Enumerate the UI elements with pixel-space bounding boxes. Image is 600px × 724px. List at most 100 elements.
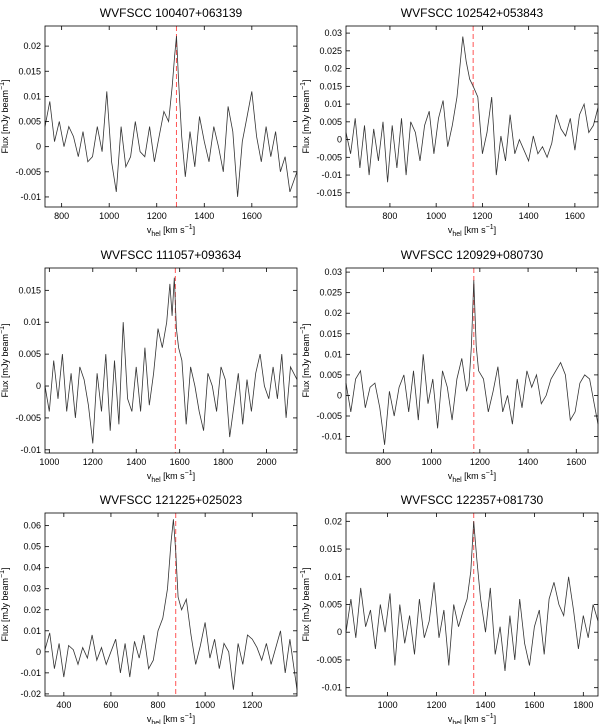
plot-frame [44, 25, 298, 208]
x-tick-label: 800 [376, 457, 391, 467]
plot-frame [345, 25, 599, 208]
y-tick-label: 0 [36, 647, 41, 657]
x-tick-label: 400 [56, 700, 71, 710]
x-axis-label: vhel [km s−1] [448, 470, 496, 484]
x-tick-label: 1400 [518, 457, 538, 467]
x-tick-label: 1600 [242, 211, 262, 221]
x-tick-label: 1000 [99, 211, 119, 221]
y-tick-label: -0.015 [316, 188, 342, 198]
y-tick-label: -0.02 [20, 689, 41, 699]
y-axis-label: Flux [mJy beam−1] [300, 323, 311, 397]
y-tick-label: -0.01 [20, 192, 41, 202]
y-axis-label: Flux [mJy beam−1] [300, 567, 311, 641]
panel-title: WVFSCC 121225+025023 [100, 493, 243, 507]
y-tick-label: 0.01 [324, 349, 342, 359]
y-tick-label: 0 [337, 627, 342, 637]
y-tick-label: 0.02 [23, 41, 41, 51]
x-tick-label: 800 [382, 211, 397, 221]
panel-102542: WVFSCC 102542+053843 800 1000 1200 1400 1600 -… [300, 6, 599, 238]
y-tick-label: -0.01 [20, 668, 41, 678]
y-tick-label: 0.02 [324, 64, 342, 74]
x-tick-label: 1600 [565, 211, 585, 221]
x-tick-label: 1200 [83, 457, 103, 467]
x-tick-label: 1200 [242, 700, 262, 710]
x-tick-label: 1000 [426, 211, 446, 221]
plot-frame [44, 267, 298, 454]
x-tick-label: 2000 [257, 457, 277, 467]
x-tick-label: 1400 [475, 700, 495, 710]
x-tick-label: 600 [103, 700, 118, 710]
x-tick-label: 1200 [427, 700, 447, 710]
y-tick-label: 0.02 [23, 605, 41, 615]
x-axis-label: vhel [km s−1] [147, 470, 195, 484]
y-tick-label: -0.005 [15, 413, 41, 423]
y-axis-label: Flux [mJy beam−1] [300, 79, 311, 153]
y-tick-label: 0.005 [319, 117, 342, 127]
y-tick-label: 0.03 [324, 28, 342, 38]
y-tick-label: 0 [337, 390, 342, 400]
x-axis-label: vhel [km s−1] [448, 713, 496, 724]
spectrum-line [44, 36, 298, 197]
spectrum-line [345, 36, 599, 183]
x-tick-label: 1000 [378, 700, 398, 710]
y-tick-label: 0.01 [23, 91, 41, 101]
x-axis-label: vhel [km s−1] [448, 224, 496, 238]
y-tick-label: -0.01 [321, 170, 342, 180]
y-tick-label: -0.005 [15, 167, 41, 177]
panel-100407: WVFSCC 100407+063139 800 1000 1200 1400 1600 -… [0, 6, 298, 238]
x-tick-label: 1200 [147, 211, 167, 221]
x-tick-label: 1000 [39, 457, 59, 467]
y-tick-label: 0.025 [319, 46, 342, 56]
plot-frame [44, 512, 298, 697]
panel-title: WVFSCC 102542+053843 [401, 6, 544, 20]
y-axis-label: Flux [mJy beam−1] [0, 323, 10, 397]
panel-111057: WVFSCC 111057+093634 1000 1200 1400 1600 1800… [0, 248, 298, 484]
y-axis-label: Flux [mJy beam−1] [0, 79, 10, 153]
x-tick-label: 1200 [472, 211, 492, 221]
y-tick-label: -0.005 [316, 152, 342, 162]
y-tick-label: 0.015 [319, 544, 342, 554]
y-tick-label: 0.01 [324, 99, 342, 109]
panel-title: WVFSCC 100407+063139 [100, 6, 243, 20]
y-tick-label: 0 [36, 381, 41, 391]
panel-title: WVFSCC 122357+081730 [401, 493, 544, 507]
y-tick-label: 0.01 [23, 626, 41, 636]
x-tick-label: 1400 [194, 211, 214, 221]
x-tick-label: 1200 [470, 457, 490, 467]
plot-frame [345, 267, 599, 454]
x-tick-label: 800 [54, 211, 69, 221]
y-tick-label: 0.005 [319, 600, 342, 610]
panel-title: WVFSCC 111057+093634 [101, 248, 242, 262]
spectrum-line [44, 519, 298, 690]
panel-121225: WVFSCC 121225+025023 400 600 800 1000 1200 -0.… [0, 493, 298, 724]
y-tick-label: -0.005 [316, 655, 342, 665]
y-tick-label: 0.015 [18, 66, 41, 76]
y-tick-label: 0.005 [18, 349, 41, 359]
y-tick-label: 0.015 [319, 81, 342, 91]
y-tick-label: 0.02 [324, 308, 342, 318]
x-tick-label: 1800 [213, 457, 233, 467]
y-tick-label: 0.005 [18, 117, 41, 127]
panel-120929: WVFSCC 120929+080730 800 1000 1200 1400 1600 -… [300, 248, 599, 484]
y-tick-label: 0.04 [23, 563, 41, 573]
y-tick-label: 0.01 [324, 572, 342, 582]
y-tick-label: -0.005 [316, 411, 342, 421]
x-tick-label: 1600 [566, 457, 586, 467]
x-tick-label: 1400 [126, 457, 146, 467]
panel-122357: WVFSCC 122357+081730 1000 1200 1400 1600 1800… [300, 493, 599, 724]
y-tick-label: 0.05 [23, 542, 41, 552]
spectrum-line [345, 521, 599, 672]
y-tick-label: 0.03 [324, 267, 342, 277]
y-tick-label: 0 [337, 135, 342, 145]
x-tick-label: 1000 [422, 457, 442, 467]
panel-title: WVFSCC 120929+080730 [401, 248, 544, 262]
y-tick-label: 0.06 [23, 521, 41, 531]
y-tick-label: 0.025 [319, 288, 342, 298]
y-tick-label: 0.03 [23, 584, 41, 594]
y-tick-label: 0 [36, 142, 41, 152]
y-axis-label: Flux [mJy beam−1] [0, 567, 10, 641]
y-tick-label: -0.01 [321, 683, 342, 693]
y-tick-label: 0.015 [319, 329, 342, 339]
y-tick-label: 0.01 [23, 317, 41, 327]
